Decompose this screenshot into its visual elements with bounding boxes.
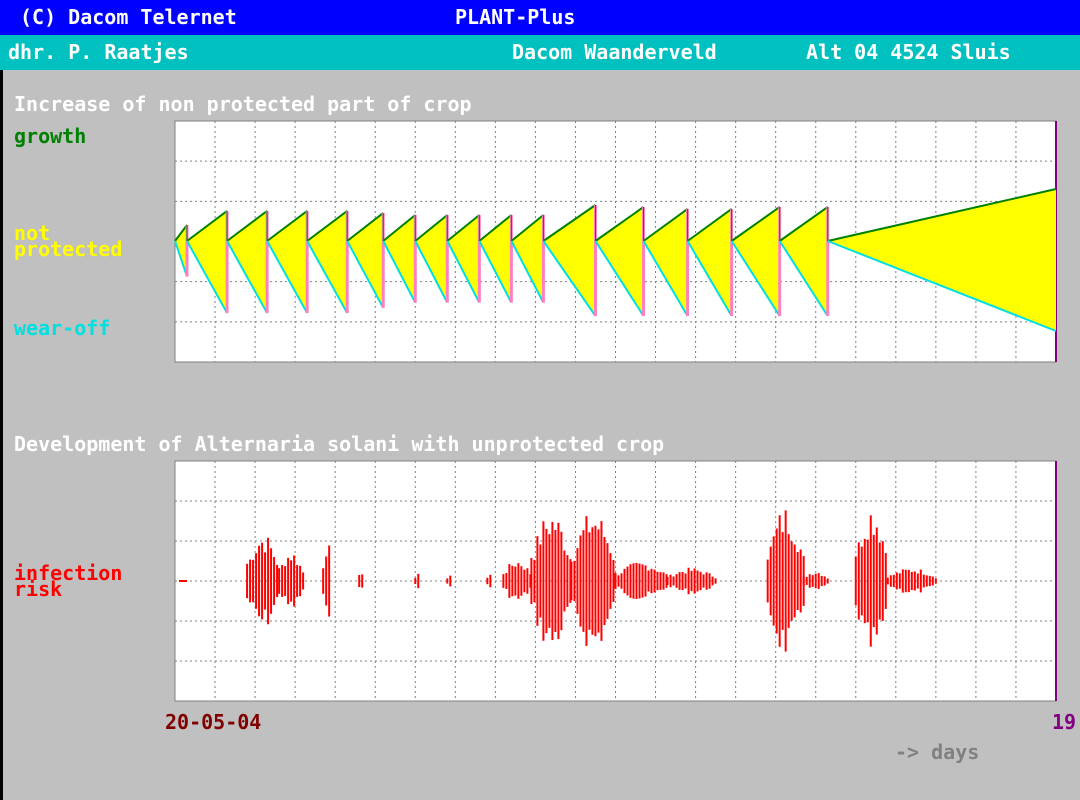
wear-off-line bbox=[226, 240, 268, 314]
growth-line bbox=[346, 212, 384, 242]
growth-line bbox=[446, 214, 480, 242]
left-border bbox=[0, 70, 3, 800]
growth-line bbox=[731, 206, 781, 242]
legend-wear-off: wear-off bbox=[14, 316, 111, 340]
wear-off-line bbox=[594, 240, 645, 317]
wear-off-line bbox=[186, 240, 228, 314]
not-protected-area bbox=[227, 210, 268, 314]
not-protected-area bbox=[447, 214, 480, 303]
not-protected-area bbox=[383, 214, 416, 303]
not-protected-area bbox=[827, 189, 1056, 331]
wear-off-line bbox=[778, 240, 829, 317]
copyright-text: (C) Dacom Telernet bbox=[20, 5, 237, 29]
not-protected-area bbox=[479, 214, 512, 303]
info-bar: dhr. P. Raatjes Dacom Waanderveld Alt 04… bbox=[0, 35, 1080, 70]
wear-off-line bbox=[510, 240, 545, 304]
wear-off-line bbox=[642, 240, 689, 317]
growth-line bbox=[686, 208, 733, 242]
app-title: PLANT-Plus bbox=[455, 5, 576, 29]
growth-line bbox=[594, 206, 645, 242]
not-protected-area bbox=[347, 212, 384, 308]
not-protected-area bbox=[511, 214, 544, 303]
company-name: Dacom Waanderveld bbox=[512, 40, 717, 64]
wear-off-line bbox=[414, 240, 449, 304]
growth-line bbox=[174, 224, 188, 242]
legend-infection-risk: infection risk bbox=[14, 561, 123, 601]
growth-line bbox=[510, 214, 545, 242]
growth-line bbox=[779, 206, 829, 242]
growth-line bbox=[642, 208, 689, 242]
not-protected-area bbox=[731, 206, 780, 316]
growth-line bbox=[382, 214, 416, 242]
wear-off-line bbox=[382, 240, 417, 304]
x-axis-unit: -> days bbox=[895, 740, 980, 764]
not-protected-area bbox=[187, 210, 228, 314]
not-protected-area bbox=[643, 208, 688, 316]
title-bar: (C) Dacom Telernet PLANT-Plus bbox=[0, 0, 1080, 35]
address-text: Alt 04 4524 Sluis bbox=[806, 40, 1011, 64]
chart2-title: Development of Alternaria solani with un… bbox=[14, 432, 665, 456]
growth-line bbox=[306, 210, 348, 242]
growth-line bbox=[478, 214, 513, 242]
wear-off-line bbox=[266, 240, 309, 314]
legend-not-protected: not protected bbox=[14, 221, 123, 261]
wear-off-line bbox=[730, 240, 781, 317]
growth-line bbox=[827, 188, 1057, 242]
wear-off-line bbox=[827, 240, 1057, 332]
wear-off-line bbox=[542, 240, 597, 317]
chart1-title: Increase of non protected part of crop bbox=[14, 92, 472, 116]
not-protected-area bbox=[267, 210, 308, 314]
wear-off-line bbox=[686, 240, 733, 317]
growth-line bbox=[186, 210, 228, 242]
growth-line bbox=[542, 204, 597, 242]
growth-line bbox=[226, 210, 268, 242]
wear-off-line bbox=[446, 240, 481, 304]
not-protected-area bbox=[779, 206, 828, 316]
not-protected-area bbox=[307, 210, 348, 314]
user-name: dhr. P. Raatjes bbox=[8, 40, 189, 64]
growth-line bbox=[266, 210, 308, 242]
wear-off-line bbox=[478, 240, 513, 304]
not-protected-area bbox=[595, 206, 644, 316]
not-protected-area bbox=[415, 214, 448, 303]
legend-growth: growth bbox=[14, 124, 87, 148]
x-start-date: 20-05-04 bbox=[165, 710, 262, 734]
wear-off-line bbox=[306, 240, 349, 314]
x-end-date: 19 bbox=[1052, 710, 1077, 734]
growth-line bbox=[414, 214, 448, 242]
not-protected-area bbox=[687, 208, 732, 316]
wear-off-line bbox=[174, 240, 188, 277]
wear-off-line bbox=[346, 240, 385, 309]
